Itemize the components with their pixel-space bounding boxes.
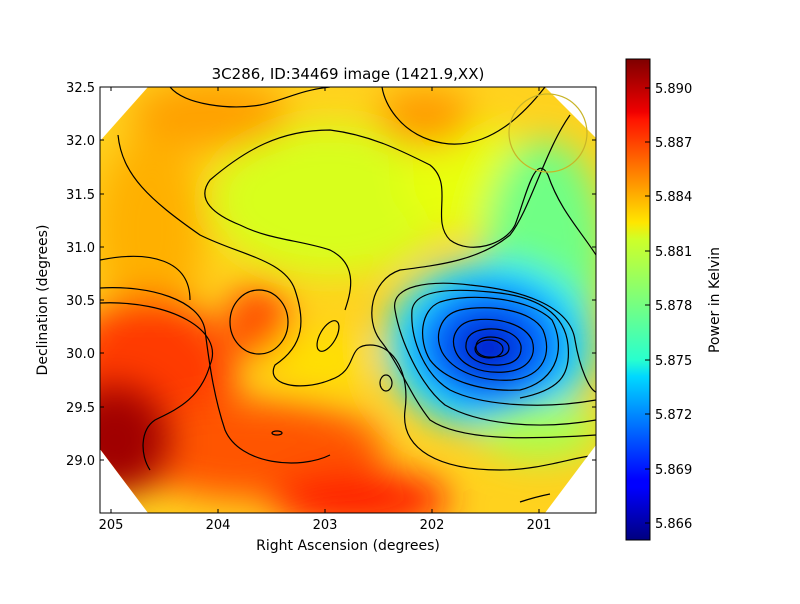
colorbar-label: Power in Kelvin xyxy=(707,247,723,353)
colorbar xyxy=(625,58,651,541)
x-tick-label: 205 xyxy=(99,518,124,533)
contour-line xyxy=(204,129,596,311)
contour-line xyxy=(169,87,331,108)
heatmap-blob-orange-ne xyxy=(377,88,473,148)
contour-line xyxy=(465,328,522,366)
heatmap-blob-red-southeast xyxy=(270,470,450,513)
x-axis xyxy=(110,87,540,513)
contour-line xyxy=(475,336,510,358)
y-tick-label: 29.5 xyxy=(66,401,95,416)
colorbar-tick-label: 5.890 xyxy=(655,82,692,97)
contour-line xyxy=(411,289,596,406)
contour-local-maximum xyxy=(271,430,283,436)
y-tick-label: 29.0 xyxy=(66,454,95,469)
heatmap-blob-navy-core xyxy=(453,320,523,376)
colorbar-tick-label: 5.884 xyxy=(655,190,692,205)
y-axis-label: Declination (degrees) xyxy=(35,225,51,376)
colorbar-tick-label: 5.872 xyxy=(655,408,692,423)
colorbar-tick-label: 5.875 xyxy=(655,354,692,369)
contour-line xyxy=(474,339,504,359)
x-tick-label: 203 xyxy=(313,518,338,533)
colorbar-tick-label: 5.869 xyxy=(655,463,692,478)
contour-line xyxy=(100,287,331,464)
heatmap-field xyxy=(100,87,596,513)
heatmap-blob-greenish-south-east xyxy=(480,400,596,460)
y-tick-label: 31.0 xyxy=(66,241,95,256)
contour-line xyxy=(381,87,546,145)
y-tick-labels: 29.0 29.5 30.0 30.5 31.0 31.5 32.0 32.5 xyxy=(66,81,95,469)
contour-line xyxy=(371,114,596,439)
contour-lines xyxy=(100,87,596,503)
colorbar-tick-labels: 5.866 5.869 5.872 5.875 5.878 5.881 5.88… xyxy=(655,82,692,532)
heatmap-blob-yellow-green-north xyxy=(210,125,450,275)
contour-line xyxy=(117,134,596,471)
colorbar-ticks xyxy=(645,87,650,524)
colorbar-tick-label: 5.866 xyxy=(655,517,692,532)
beam-marker-circle xyxy=(508,93,588,173)
chart-title: 3C286, ID:34469 image (1421.9,XX) xyxy=(212,65,485,83)
heatmap-blob-orange-nw xyxy=(130,87,290,150)
heatmap-blob-orange-west xyxy=(100,135,205,325)
x-tick-label: 202 xyxy=(420,518,445,533)
contour-local-maximum xyxy=(379,374,393,392)
y-tick-label: 32.5 xyxy=(66,81,95,96)
contour-local-maximum xyxy=(229,289,289,355)
x-tick-label: 204 xyxy=(206,518,231,533)
x-tick-label: 201 xyxy=(527,518,552,533)
x-tick-labels: 205 204 203 202 201 xyxy=(99,518,552,533)
contour-line xyxy=(100,302,213,471)
contour-line xyxy=(519,493,551,503)
y-tick-label: 32.0 xyxy=(66,134,95,149)
heatmap-blob-darkred-corner xyxy=(100,385,170,495)
contour-line xyxy=(453,318,534,373)
heatmap-blob-yellow-center xyxy=(265,332,375,388)
y-axis xyxy=(100,139,596,461)
heatmap-blob-orange-center xyxy=(226,284,290,360)
x-axis-label: Right Ascension (degrees) xyxy=(256,538,440,554)
y-tick-label: 30.0 xyxy=(66,347,95,362)
contour-line xyxy=(438,307,548,381)
contour-line xyxy=(100,255,191,301)
contour-local-maximum xyxy=(316,320,340,352)
contour-line xyxy=(394,282,596,426)
colorbar-tick-label: 5.887 xyxy=(655,136,692,151)
contour-line xyxy=(422,296,559,391)
colorbar-tick-label: 5.878 xyxy=(655,299,692,314)
colorbar-tick-label: 5.881 xyxy=(655,245,692,260)
y-tick-label: 31.5 xyxy=(66,188,95,203)
y-tick-label: 30.5 xyxy=(66,294,95,309)
